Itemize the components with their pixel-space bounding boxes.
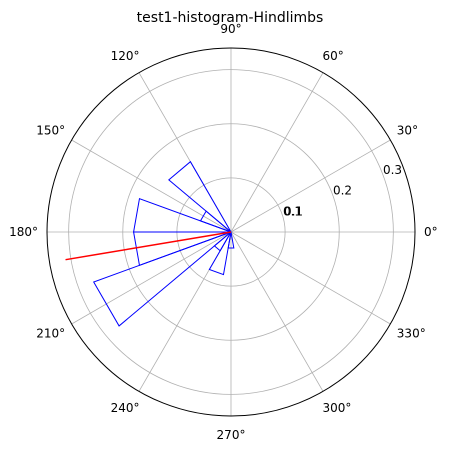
mean-direction bbox=[66, 232, 231, 260]
angle-gridline-11 bbox=[231, 232, 390, 324]
radial-tick-label: 0.3 bbox=[383, 163, 402, 177]
histogram-bar-4 bbox=[94, 232, 231, 326]
angle-gridline-5 bbox=[72, 140, 231, 232]
angle-tick-label: 120° bbox=[111, 49, 140, 63]
angle-tick-label: 150° bbox=[36, 124, 65, 138]
angle-tick-label: 0° bbox=[424, 225, 438, 239]
angle-tick-label: 300° bbox=[323, 401, 352, 415]
angle-tick-label: 60° bbox=[323, 49, 344, 63]
angle-tick-label: 210° bbox=[36, 327, 65, 341]
mean-direction-line bbox=[66, 232, 231, 260]
radial-tick-label-duplicate: 0.1 bbox=[284, 204, 303, 218]
angle-gridline-2 bbox=[231, 73, 323, 232]
angle-tick-label: 90° bbox=[220, 22, 241, 36]
radial-tick-label: 0.2 bbox=[333, 184, 352, 198]
angle-tick-label: 330° bbox=[397, 327, 426, 341]
angle-gridline-10 bbox=[231, 232, 323, 391]
angle-tick-label: 240° bbox=[111, 401, 140, 415]
angle-tick-label: 270° bbox=[217, 428, 246, 442]
angle-tick-label: 30° bbox=[397, 124, 418, 138]
angle-gridline-1 bbox=[231, 140, 390, 232]
histogram-bar-1 bbox=[200, 211, 231, 232]
angle-tick-label: 180° bbox=[9, 225, 38, 239]
